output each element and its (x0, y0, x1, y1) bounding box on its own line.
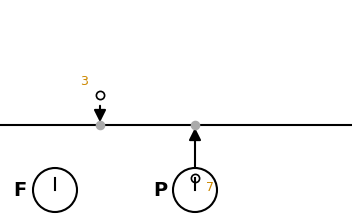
Text: 3: 3 (80, 75, 88, 88)
Text: P: P (153, 181, 167, 199)
Point (192, 176, 198, 180)
Point (97, 123, 103, 127)
Point (97, 93, 103, 97)
Text: 7: 7 (206, 181, 214, 194)
Text: F: F (13, 181, 27, 199)
Point (192, 123, 198, 127)
